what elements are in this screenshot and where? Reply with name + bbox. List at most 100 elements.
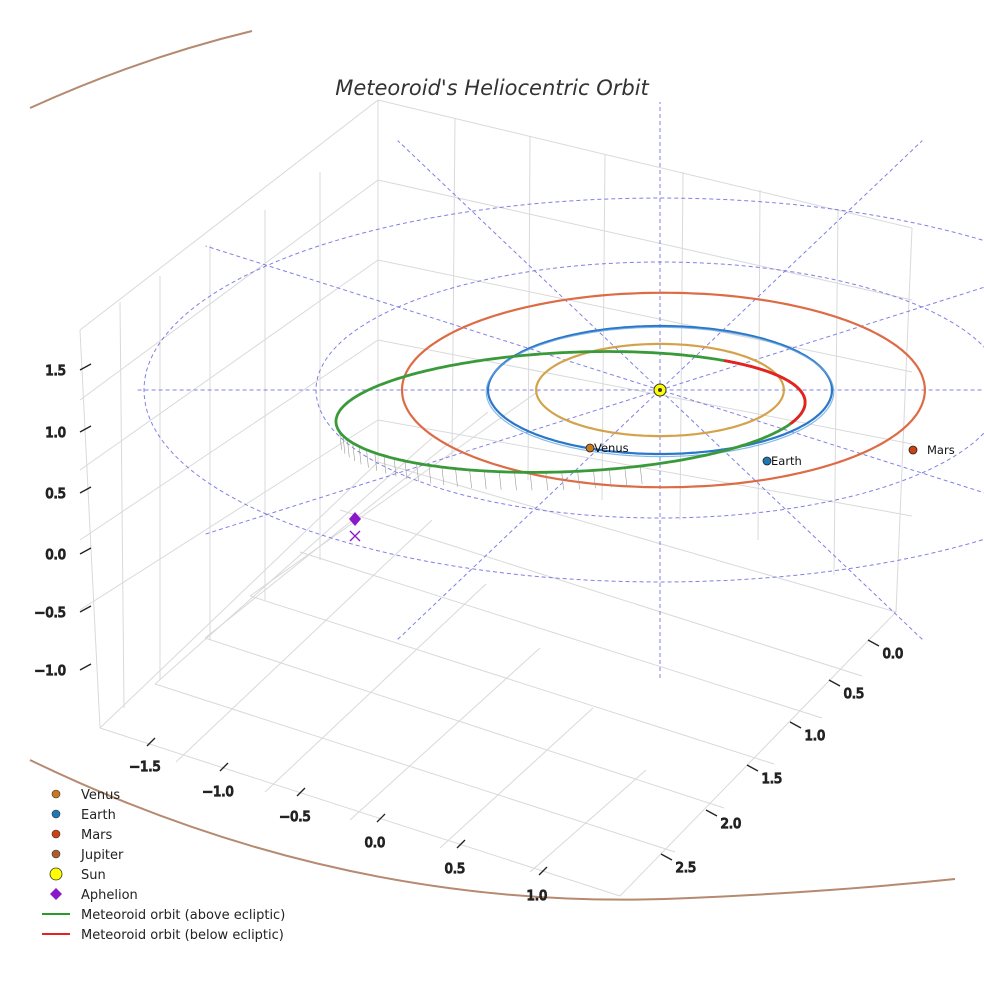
pane-grid-line xyxy=(264,583,487,793)
meteoroid-orbit-above xyxy=(334,350,807,474)
z-tick-mark xyxy=(79,363,92,371)
legend-entry: Venus xyxy=(51,788,120,803)
drop-line xyxy=(374,452,378,471)
drop-line xyxy=(561,471,564,490)
ecliptic-spoke xyxy=(397,140,923,640)
pane-grid-line xyxy=(154,437,433,685)
drop-line xyxy=(529,472,533,491)
x-tick-label: 1.0 xyxy=(527,889,548,904)
pane-grid-line xyxy=(451,117,456,461)
legend-label: Meteoroid orbit (above ecliptic) xyxy=(81,908,285,923)
y-tick-mark xyxy=(867,639,880,647)
jupiter-orbit-group xyxy=(29,30,956,901)
pane-grid-line xyxy=(99,461,379,729)
x-tick-mark xyxy=(456,839,466,849)
pane-grid-line xyxy=(79,419,379,611)
drop-line xyxy=(393,458,397,477)
z-tick-mark xyxy=(79,425,92,433)
legend: Venus Earth Mars Jupiter Sun Aphelion Meteoroi… xyxy=(42,788,285,943)
drop-line xyxy=(639,466,643,485)
pane-grid-line xyxy=(349,647,541,821)
sun-center xyxy=(658,388,662,392)
x-tick-mark xyxy=(376,813,386,823)
z-tick-label: −1.0 xyxy=(34,664,66,679)
ecliptic-ring xyxy=(143,197,984,583)
drop-line xyxy=(545,472,549,491)
jupiter-orbit-top xyxy=(29,30,253,109)
pane-grid-line xyxy=(377,179,913,301)
legend-swatch xyxy=(51,829,61,839)
pane-grid-line xyxy=(377,259,913,373)
legend-entry: Jupiter xyxy=(51,848,124,863)
earth-marker xyxy=(762,456,772,466)
legend-entry: Earth xyxy=(51,808,116,823)
pane-grid-line xyxy=(377,419,913,517)
y-tick-mark xyxy=(705,809,718,817)
pane-grid-line xyxy=(249,389,541,597)
pane-grid-line xyxy=(299,551,823,719)
z-tick-label: −0.5 xyxy=(34,606,66,621)
meteoroid-orbit-below xyxy=(723,359,807,425)
x-tick-label: 0.0 xyxy=(365,836,386,851)
pane-grid-line xyxy=(204,411,489,639)
earth-label: Earth xyxy=(771,454,802,468)
z-tick-mark xyxy=(79,663,92,671)
legend-entry: Meteoroid orbit (below ecliptic) xyxy=(42,928,284,943)
y-tick-label: 1.0 xyxy=(805,729,826,744)
x-tick-mark xyxy=(296,787,306,797)
z-tick-label: 0.0 xyxy=(45,548,66,563)
pane-grid-line xyxy=(339,509,863,677)
y-tick-label: 0.5 xyxy=(844,687,865,702)
pane-grid-line xyxy=(377,461,897,613)
drop-line xyxy=(483,470,487,489)
x-tick-label: −1.5 xyxy=(129,760,161,775)
pane-grid-line xyxy=(439,707,594,849)
aphelion-marker xyxy=(349,512,361,526)
drop-line xyxy=(624,467,628,486)
x-tick-label: 0.5 xyxy=(445,862,466,877)
pane-grid-line xyxy=(377,339,913,445)
drop-line xyxy=(441,467,445,486)
planet-markers: Venus Earth Mars xyxy=(349,383,955,542)
legend-label: Venus xyxy=(81,788,120,803)
z-tick-label: 1.0 xyxy=(45,426,66,441)
z-tick-mark xyxy=(79,486,92,494)
drop-line xyxy=(514,472,517,491)
y-tick-label: 2.0 xyxy=(721,817,742,832)
legend-entry: Meteoroid orbit (above ecliptic) xyxy=(42,908,285,923)
pane-grid-line xyxy=(79,339,379,541)
y-tick-label: 1.5 xyxy=(762,772,783,787)
legend-label: Jupiter xyxy=(80,848,124,863)
z-tick-mark xyxy=(79,605,92,613)
pane-grid-line xyxy=(679,171,684,521)
x-tick-label: −0.5 xyxy=(279,810,311,825)
drop-line xyxy=(498,471,502,490)
pane-grid-line xyxy=(833,209,839,576)
z-tick-label: 0.5 xyxy=(45,487,66,502)
pane-grid-line xyxy=(204,637,725,809)
y-tick-mark xyxy=(660,853,673,861)
y-tick-label: 2.5 xyxy=(676,861,697,876)
y-tick-mark xyxy=(828,679,841,687)
venus-marker xyxy=(585,443,595,453)
meteoroid-drop-lines xyxy=(339,431,643,491)
jupiter-orbit-bottom xyxy=(29,759,956,901)
drop-line xyxy=(455,468,458,487)
x-tick-mark xyxy=(538,866,548,876)
venus-label: Venus xyxy=(594,441,629,455)
drop-line xyxy=(608,469,612,488)
legend-swatch xyxy=(51,849,61,859)
drop-line xyxy=(416,463,419,482)
pane-grid-line xyxy=(79,259,379,471)
drop-line xyxy=(593,470,596,489)
legend-entry: Mars xyxy=(51,828,113,843)
pane-grid-line xyxy=(377,99,913,229)
drop-line xyxy=(428,465,432,484)
planet-orbits xyxy=(400,291,926,489)
drop-line xyxy=(347,439,350,458)
pane-grid-line xyxy=(895,227,913,613)
pane-grid-line xyxy=(79,329,101,729)
legend-swatch xyxy=(50,888,62,900)
meteoroid-orbit xyxy=(334,350,807,474)
